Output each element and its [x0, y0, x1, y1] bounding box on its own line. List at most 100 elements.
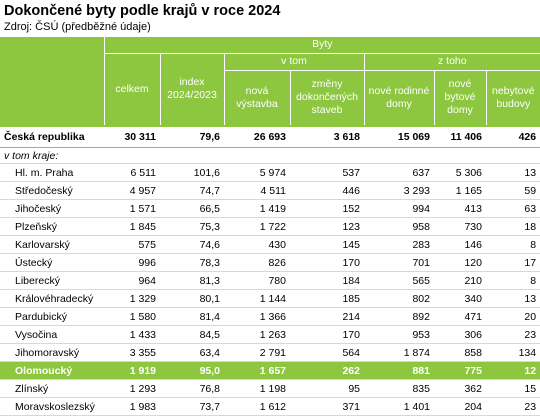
- cell: 75,3: [160, 217, 224, 236]
- region-name: Ústecký: [0, 253, 104, 272]
- cell: 1 845: [104, 217, 160, 236]
- cell: 446: [290, 181, 364, 200]
- cell: 4 957: [104, 181, 160, 200]
- table-row: Ústecký 996 78,3 826 170 701 120 17: [0, 253, 540, 272]
- cell: 1 165: [434, 181, 486, 200]
- cell: 892: [364, 307, 434, 326]
- cell: 306: [434, 325, 486, 344]
- cell: 13: [486, 163, 540, 182]
- cell: 637: [364, 163, 434, 182]
- cell: 5 306: [434, 163, 486, 182]
- source-note: Zdroj: ČSÚ (předběžné údaje): [4, 21, 151, 33]
- cell: 340: [434, 289, 486, 308]
- table-row: Pardubický 1 580 81,4 1 366 214 892 471 20: [0, 307, 540, 326]
- cell: 471: [434, 307, 486, 326]
- cell: 80,1: [160, 289, 224, 308]
- cell: 835: [364, 379, 434, 398]
- cell: 134: [486, 343, 540, 362]
- cell: 123: [290, 217, 364, 236]
- cell: 858: [434, 343, 486, 362]
- table-row-total: Česká republika 30 311 79,6 26 693 3 618…: [0, 125, 540, 148]
- region-name: Plzeňský: [0, 217, 104, 236]
- cell: 3 355: [104, 343, 160, 362]
- cell: 59: [486, 181, 540, 200]
- region-name: Zlínský: [0, 379, 104, 398]
- cell: 1 580: [104, 307, 160, 326]
- cell: 170: [290, 325, 364, 344]
- cell: 15 069: [364, 125, 434, 148]
- cell: 23: [486, 325, 540, 344]
- cell: 23: [486, 397, 540, 416]
- header-index: index 2024/2023: [159, 53, 224, 127]
- cell: 170: [290, 253, 364, 272]
- table-row: Hl. m. Praha 6 511 101,6 5 974 537 637 5 306 13: [0, 163, 540, 182]
- cell: 76,8: [160, 379, 224, 398]
- cell: 145: [290, 235, 364, 254]
- subheading: v tom kraje:: [0, 147, 540, 164]
- cell: 1 401: [364, 397, 434, 416]
- cell: 1 612: [224, 397, 290, 416]
- cell: 262: [290, 361, 364, 380]
- cell: 1 293: [104, 379, 160, 398]
- cell: 565: [364, 271, 434, 290]
- cell: 185: [290, 289, 364, 308]
- cell: 1 329: [104, 289, 160, 308]
- region-name: Olomoucký: [0, 361, 104, 380]
- cell: 1 983: [104, 397, 160, 416]
- region-name: Karlovarský: [0, 235, 104, 254]
- cell: 2 791: [224, 343, 290, 362]
- cell: 78,3: [160, 253, 224, 272]
- cell: 95,0: [160, 361, 224, 380]
- cell: 30 311: [104, 125, 160, 148]
- cell: 20: [486, 307, 540, 326]
- cell: 1 263: [224, 325, 290, 344]
- table-row: Liberecký 964 81,3 780 184 565 210 8: [0, 271, 540, 290]
- cell: 210: [434, 271, 486, 290]
- cell: 6 511: [104, 163, 160, 182]
- cell: 371: [290, 397, 364, 416]
- cell: 101,6: [160, 163, 224, 182]
- cell: 74,6: [160, 235, 224, 254]
- table-row: Jihočeský 1 571 66,5 1 419 152 994 413 63: [0, 199, 540, 218]
- table-row: Vysočina 1 433 84,5 1 263 170 953 306 23: [0, 325, 540, 344]
- cell: 84,5: [160, 325, 224, 344]
- row-name: Česká republika: [0, 125, 104, 148]
- table-row: Karlovarský 575 74,6 430 145 283 146 8: [0, 235, 540, 254]
- cell: 958: [364, 217, 434, 236]
- cell: 152: [290, 199, 364, 218]
- cell: 1 874: [364, 343, 434, 362]
- cell: 15: [486, 379, 540, 398]
- cell: 1 722: [224, 217, 290, 236]
- cell: 780: [224, 271, 290, 290]
- region-name: Liberecký: [0, 271, 104, 290]
- cell: 1 657: [224, 361, 290, 380]
- region-name: Vysočina: [0, 325, 104, 344]
- cell: 1 198: [224, 379, 290, 398]
- cell: 430: [224, 235, 290, 254]
- header-ztoho: z toho: [363, 53, 540, 71]
- cell: 1 366: [224, 307, 290, 326]
- cell: 73,7: [160, 397, 224, 416]
- cell: 184: [290, 271, 364, 290]
- page-title: Dokončené byty podle krajů v roce 2024: [4, 3, 281, 19]
- cell: 63: [486, 199, 540, 218]
- table-row: Zlínský 1 293 76,8 1 198 95 835 362 15: [0, 379, 540, 398]
- cell: 775: [434, 361, 486, 380]
- cell: 74,7: [160, 181, 224, 200]
- cell: 283: [364, 235, 434, 254]
- header-group: Byty: [103, 37, 540, 54]
- cell: 964: [104, 271, 160, 290]
- cell: 8: [486, 235, 540, 254]
- table-row: Středočeský 4 957 74,7 4 511 446 3 293 1 165 59: [0, 181, 540, 200]
- cell: 802: [364, 289, 434, 308]
- cell: 1 433: [104, 325, 160, 344]
- region-name: Jihočeský: [0, 199, 104, 218]
- cell: 1 144: [224, 289, 290, 308]
- region-name: Středočeský: [0, 181, 104, 200]
- table-row: Jihomoravský 3 355 63,4 2 791 564 1 874 858 134: [0, 343, 540, 362]
- cell: 8: [486, 271, 540, 290]
- cell: 13: [486, 289, 540, 308]
- region-name: Pardubický: [0, 307, 104, 326]
- cell: 146: [434, 235, 486, 254]
- cell: 26 693: [224, 125, 290, 148]
